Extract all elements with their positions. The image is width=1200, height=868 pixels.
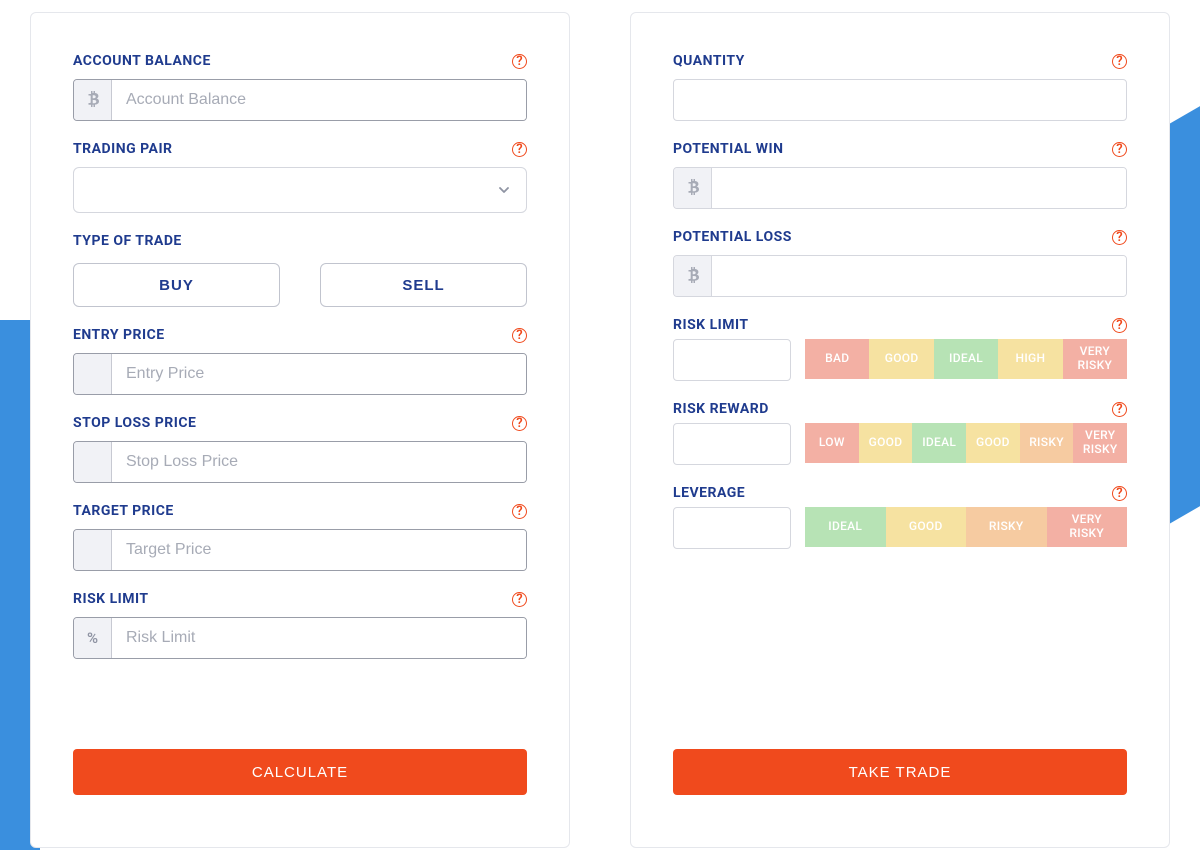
field-target-price: TARGET PRICE ? (73, 503, 527, 571)
scale-segment: IDEAL (805, 507, 886, 547)
field-stop-loss: STOP LOSS PRICE ? (73, 415, 527, 483)
field-potential-loss: POTENTIAL LOSS ? (673, 229, 1127, 297)
risk-limit-output (673, 339, 791, 381)
account-balance-input[interactable] (112, 80, 526, 120)
percent-icon: % (74, 618, 112, 658)
risk-reward-scale: LOWGOODIDEALGOODRISKYVERYRISKY (805, 423, 1127, 463)
help-icon[interactable]: ? (1112, 230, 1127, 245)
btc-icon (74, 80, 112, 120)
stop-loss-label: STOP LOSS PRICE (73, 415, 196, 431)
btc-icon (674, 256, 712, 296)
scale-segment: IDEAL (912, 423, 966, 463)
sell-button[interactable]: SELL (320, 263, 527, 307)
chevron-down-icon (498, 184, 510, 196)
leverage-output (673, 507, 791, 549)
stop-loss-input[interactable] (112, 442, 526, 482)
field-potential-win: POTENTIAL WIN ? (673, 141, 1127, 209)
field-risk-limit-left: RISK LIMIT ? % (73, 591, 527, 659)
field-account-balance: ACCOUNT BALANCE ? (73, 53, 527, 121)
help-icon[interactable]: ? (1112, 486, 1127, 501)
help-icon[interactable]: ? (512, 592, 527, 607)
scale-segment: VERYRISKY (1047, 507, 1128, 547)
risk-reward-label: RISK REWARD (673, 401, 769, 417)
type-of-trade-label: TYPE OF TRADE (73, 233, 182, 249)
scale-segment: BAD (805, 339, 869, 379)
leverage-label: LEVERAGE (673, 485, 745, 501)
help-icon[interactable]: ? (1112, 142, 1127, 157)
target-price-input[interactable] (112, 530, 526, 570)
target-price-label: TARGET PRICE (73, 503, 174, 519)
potential-loss-output (712, 256, 1126, 296)
help-icon[interactable]: ? (512, 416, 527, 431)
scale-segment: GOOD (869, 339, 933, 379)
account-balance-label: ACCOUNT BALANCE (73, 53, 211, 69)
trading-pair-label: TRADING PAIR (73, 141, 173, 157)
help-icon[interactable]: ? (512, 504, 527, 519)
target-price-input-group (73, 529, 527, 571)
risk-reward-output (673, 423, 791, 465)
calculate-button[interactable]: CALCULATE (73, 749, 527, 795)
quantity-label: QUANTITY (673, 53, 745, 69)
field-risk-limit-right: RISK LIMIT ? BADGOODIDEALHIGHVERYRISKY (673, 317, 1127, 381)
scale-segment: LOW (805, 423, 859, 463)
field-leverage: LEVERAGE ? IDEALGOODRISKYVERYRISKY (673, 485, 1127, 549)
take-trade-button[interactable]: TAKE TRADE (673, 749, 1127, 795)
potential-win-group (673, 167, 1127, 209)
entry-price-input[interactable] (112, 354, 526, 394)
field-entry-price: ENTRY PRICE ? (73, 327, 527, 395)
potential-win-label: POTENTIAL WIN (673, 141, 784, 157)
help-icon[interactable]: ? (512, 142, 527, 157)
scale-segment: VERYRISKY (1063, 339, 1127, 379)
help-icon[interactable]: ? (1112, 402, 1127, 417)
help-icon[interactable]: ? (1112, 318, 1127, 333)
risk-limit-right-label: RISK LIMIT (673, 317, 749, 333)
scale-segment: VERYRISKY (1073, 423, 1127, 463)
entry-price-prefix (74, 354, 112, 394)
target-price-prefix (74, 530, 112, 570)
stop-loss-input-group (73, 441, 527, 483)
entry-price-input-group (73, 353, 527, 395)
scale-segment: RISKY (1020, 423, 1074, 463)
page: ACCOUNT BALANCE ? TRADING PAIR ? (0, 0, 1200, 868)
risk-limit-scale: BADGOODIDEALHIGHVERYRISKY (805, 339, 1127, 379)
leverage-scale: IDEALGOODRISKYVERYRISKY (805, 507, 1127, 547)
help-icon[interactable]: ? (1112, 54, 1127, 69)
potential-loss-group (673, 255, 1127, 297)
btc-icon (674, 168, 712, 208)
scale-segment: GOOD (886, 507, 967, 547)
scale-segment: IDEAL (934, 339, 998, 379)
entry-price-label: ENTRY PRICE (73, 327, 165, 343)
stop-loss-prefix (74, 442, 112, 482)
field-type-of-trade: TYPE OF TRADE BUY SELL (73, 233, 527, 307)
scale-segment: RISKY (966, 507, 1047, 547)
risk-limit-left-label: RISK LIMIT (73, 591, 149, 607)
scale-segment: GOOD (966, 423, 1020, 463)
risk-limit-input[interactable] (112, 618, 526, 658)
input-card: ACCOUNT BALANCE ? TRADING PAIR ? (30, 12, 570, 848)
account-balance-input-group (73, 79, 527, 121)
field-trading-pair: TRADING PAIR ? (73, 141, 527, 213)
buy-button[interactable]: BUY (73, 263, 280, 307)
help-icon[interactable]: ? (512, 328, 527, 343)
results-card: QUANTITY ? POTENTIAL WIN ? POTENTIAL LOS… (630, 12, 1170, 848)
field-quantity: QUANTITY ? (673, 53, 1127, 121)
quantity-output (673, 79, 1127, 121)
scale-segment: HIGH (998, 339, 1062, 379)
potential-loss-label: POTENTIAL LOSS (673, 229, 792, 245)
scale-segment: GOOD (859, 423, 913, 463)
risk-limit-input-group: % (73, 617, 527, 659)
field-risk-reward: RISK REWARD ? LOWGOODIDEALGOODRISKYVERYR… (673, 401, 1127, 465)
trading-pair-select[interactable] (73, 167, 527, 213)
help-icon[interactable]: ? (512, 54, 527, 69)
potential-win-output (712, 168, 1126, 208)
